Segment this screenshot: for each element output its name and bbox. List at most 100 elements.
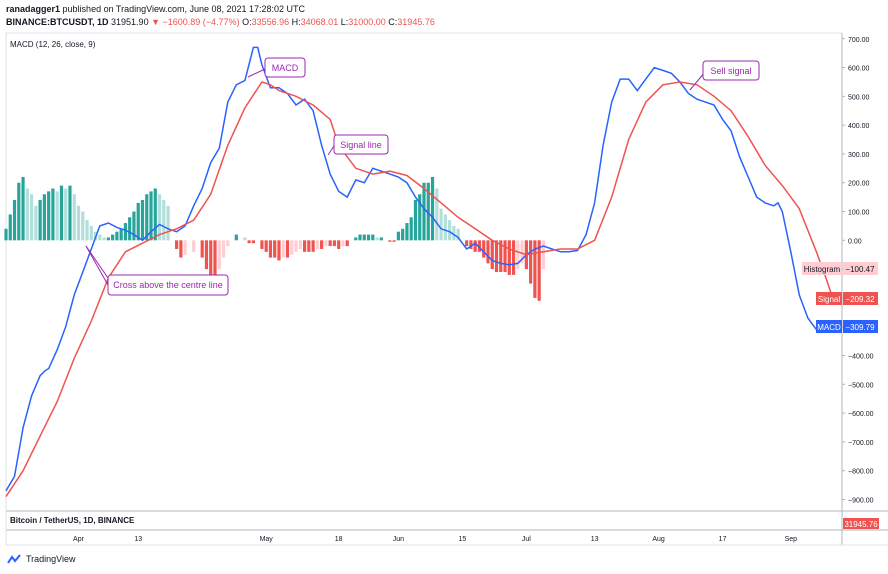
histogram-bar	[264, 240, 268, 252]
x-tick-label: Aug	[652, 536, 665, 543]
histogram-bar	[119, 228, 123, 241]
histogram-bar	[175, 240, 179, 249]
histogram-bar	[17, 182, 21, 241]
annotation-macd[interactable]: MACD	[247, 57, 306, 78]
histogram-bar	[34, 205, 38, 241]
tradingview-logo[interactable]: TradingView	[6, 554, 76, 564]
histogram-bar	[520, 240, 524, 264]
histogram-bar	[140, 200, 145, 241]
histogram-bar	[418, 194, 422, 241]
annotation-cross[interactable]: Cross above the centre line	[85, 245, 229, 296]
open-value: 33556.96	[251, 17, 290, 27]
x-tick-label: 13	[591, 536, 599, 543]
histogram-tag-value: −100.47	[845, 265, 875, 274]
histogram-bar	[388, 240, 392, 242]
low-value: 31000.00	[348, 17, 386, 27]
y-tick-label: 400.00	[848, 123, 870, 130]
macd-tag-value: −309.79	[845, 323, 875, 332]
histogram-bar	[247, 240, 251, 244]
histogram-bar	[486, 240, 490, 264]
macd-tag: MACD −309.79	[816, 320, 878, 333]
histogram-bar	[465, 240, 469, 247]
histogram-bar	[200, 240, 204, 258]
histogram-bar	[273, 240, 277, 258]
histogram-bar	[243, 237, 247, 241]
last-price: 31951.90	[111, 17, 149, 27]
histogram-bar	[439, 208, 443, 241]
histogram-bar	[290, 240, 294, 255]
histogram-bar	[234, 234, 238, 241]
histogram-bar	[345, 240, 349, 247]
histogram-bar	[354, 237, 358, 241]
histogram-bar	[541, 240, 546, 270]
annotation-signal-line[interactable]: Signal line	[327, 134, 389, 156]
histogram-bar	[315, 240, 319, 249]
close-value: 31945.76	[397, 17, 435, 27]
histogram-bar	[64, 188, 68, 241]
histogram-bar	[409, 217, 413, 241]
histogram-bar	[529, 240, 533, 284]
histogram-bar	[179, 240, 183, 258]
histogram-bar	[123, 223, 128, 241]
histogram-bar	[12, 200, 17, 241]
histogram-bar	[136, 202, 140, 241]
histogram-bar	[89, 225, 93, 241]
histogram-bar	[392, 240, 396, 242]
y-tick-label: −800.00	[848, 469, 874, 476]
annotation-macd-text: MACD	[272, 63, 299, 73]
histogram-bar	[375, 237, 379, 241]
x-tick-label: 15	[458, 536, 466, 543]
bottom-pane-label[interactable]: Bitcoin / TetherUS, 1D, BINANCE	[10, 516, 135, 525]
histogram-bar	[443, 214, 447, 241]
histogram-bar	[413, 200, 418, 241]
histogram-bar	[268, 240, 273, 258]
histogram-bar	[51, 188, 55, 241]
macd-line	[5, 46, 818, 492]
macd-tag-label: MACD	[817, 323, 841, 332]
x-tick-label: Sep	[785, 536, 798, 543]
publisher-name: ranadagger1	[6, 4, 61, 14]
cloud-icon	[7, 554, 21, 564]
histogram-bar	[192, 240, 196, 252]
histogram-bar	[81, 211, 85, 241]
histogram-bar	[166, 205, 170, 241]
histogram-bar	[221, 240, 226, 258]
histogram-bar	[277, 240, 281, 261]
histogram-bar	[98, 234, 102, 241]
indicator-label[interactable]: MACD (12, 26, close, 9)	[10, 40, 96, 49]
annotation-sell-signal[interactable]: Sell signal	[689, 60, 760, 91]
lines-layer	[5, 46, 835, 498]
histogram-bar	[499, 240, 503, 272]
histogram-bar	[533, 240, 537, 298]
histogram-bar	[281, 240, 285, 258]
histogram-bar	[332, 240, 337, 247]
histogram-bar	[328, 240, 332, 247]
histogram-bar	[149, 191, 153, 241]
histogram-bar	[285, 240, 290, 258]
histogram-bar	[55, 191, 59, 241]
histogram-bar	[469, 240, 473, 249]
histogram-bar	[251, 240, 255, 244]
brand-name: TradingView	[26, 554, 76, 564]
histogram-bar	[226, 240, 230, 247]
histogram-bar	[157, 194, 162, 241]
histogram-bar	[260, 240, 264, 249]
histogram-bar	[162, 200, 166, 241]
histogram-bar	[42, 194, 46, 241]
publish-details: published on TradingView.com, June 08, 2…	[62, 4, 306, 14]
symbol-name: BINANCE:BTCUSDT, 1D	[6, 17, 109, 27]
histogram-bar	[25, 188, 29, 241]
histogram-bar	[537, 240, 541, 301]
histogram-bar	[405, 223, 409, 241]
histogram-bar	[503, 240, 507, 272]
histogram-bar	[8, 214, 12, 241]
histogram-bar	[21, 176, 25, 241]
histogram-bar	[115, 231, 119, 241]
histogram-bar	[324, 240, 328, 247]
histogram-bar	[59, 185, 64, 241]
histogram-bar	[401, 228, 405, 241]
open-label: O:	[242, 17, 252, 27]
histogram-bar	[72, 194, 76, 241]
histogram-bar	[298, 240, 302, 249]
